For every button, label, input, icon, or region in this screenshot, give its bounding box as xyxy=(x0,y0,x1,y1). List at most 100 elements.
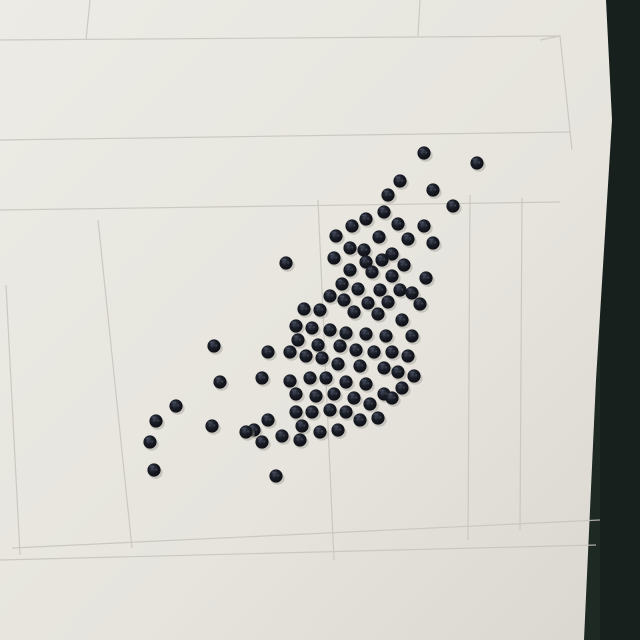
bead xyxy=(305,405,321,421)
bead xyxy=(393,283,409,299)
bead xyxy=(405,329,421,345)
bead xyxy=(359,327,375,343)
paper-sheet xyxy=(0,0,612,640)
bead xyxy=(299,349,315,365)
bead xyxy=(255,435,271,451)
bead xyxy=(323,323,339,339)
bead xyxy=(367,345,383,361)
bead xyxy=(377,205,393,221)
bead xyxy=(365,265,381,281)
bead xyxy=(339,375,355,391)
bead xyxy=(309,389,325,405)
bead xyxy=(446,199,462,215)
paper-grid-lines xyxy=(0,0,601,561)
bead xyxy=(327,387,343,403)
bead xyxy=(207,339,223,355)
bead xyxy=(385,391,401,407)
bead xyxy=(345,219,361,235)
bead xyxy=(339,405,355,421)
bead xyxy=(395,381,411,397)
bead xyxy=(372,230,388,246)
bead xyxy=(313,425,329,441)
bead xyxy=(426,236,442,252)
bead xyxy=(371,411,387,427)
bead xyxy=(319,371,335,387)
bead xyxy=(391,365,407,381)
bead xyxy=(293,433,309,449)
bead xyxy=(407,369,423,385)
bead xyxy=(323,403,339,419)
bead xyxy=(261,413,277,429)
bead xyxy=(371,307,387,323)
bead xyxy=(379,329,395,345)
bead xyxy=(413,297,429,313)
bead-cluster xyxy=(143,146,486,485)
bead xyxy=(375,253,391,269)
bead xyxy=(269,469,285,485)
bead xyxy=(327,251,343,267)
bead xyxy=(343,263,359,279)
bead xyxy=(385,345,401,361)
bead xyxy=(303,371,319,387)
bead xyxy=(289,387,305,403)
bead xyxy=(373,283,389,299)
bead xyxy=(359,377,375,393)
bead xyxy=(147,463,163,479)
bead xyxy=(255,371,271,387)
bead xyxy=(305,321,321,337)
bead xyxy=(357,243,373,259)
bead xyxy=(353,413,369,429)
bead xyxy=(349,343,365,359)
bead xyxy=(347,391,363,407)
bead xyxy=(169,399,185,415)
bead xyxy=(343,241,359,257)
bead xyxy=(363,397,379,413)
bead xyxy=(351,282,367,298)
bead xyxy=(331,357,347,373)
bead xyxy=(289,405,305,421)
bead xyxy=(213,375,229,391)
bead xyxy=(283,345,299,361)
bead xyxy=(391,217,407,233)
bead xyxy=(261,345,277,361)
bead xyxy=(279,256,295,272)
bead xyxy=(149,414,165,430)
bead xyxy=(323,289,339,305)
bead xyxy=(353,359,369,375)
bead xyxy=(381,295,397,311)
bead xyxy=(331,423,347,439)
bead xyxy=(393,174,409,190)
bead xyxy=(335,277,351,293)
bead xyxy=(397,258,413,274)
bead xyxy=(417,146,433,162)
bead xyxy=(377,361,393,377)
bead xyxy=(395,313,411,329)
bead xyxy=(291,333,307,349)
bead xyxy=(143,435,159,451)
bead xyxy=(339,326,355,342)
bead xyxy=(359,255,375,271)
bead xyxy=(239,425,255,441)
bead xyxy=(470,156,486,172)
bead xyxy=(361,296,377,312)
bead xyxy=(275,429,291,445)
bead xyxy=(289,319,305,335)
bead xyxy=(401,349,417,365)
bead xyxy=(381,188,397,204)
bead xyxy=(401,232,417,248)
bead xyxy=(315,351,331,367)
bead xyxy=(359,212,375,228)
bead xyxy=(337,293,353,309)
bead xyxy=(385,269,401,285)
bead xyxy=(417,219,433,235)
bead xyxy=(329,229,345,245)
bead xyxy=(295,419,311,435)
bead xyxy=(283,374,299,390)
bead xyxy=(313,303,329,319)
bead xyxy=(297,302,313,318)
bead xyxy=(385,247,401,263)
bead xyxy=(311,338,327,354)
bead xyxy=(419,271,435,287)
